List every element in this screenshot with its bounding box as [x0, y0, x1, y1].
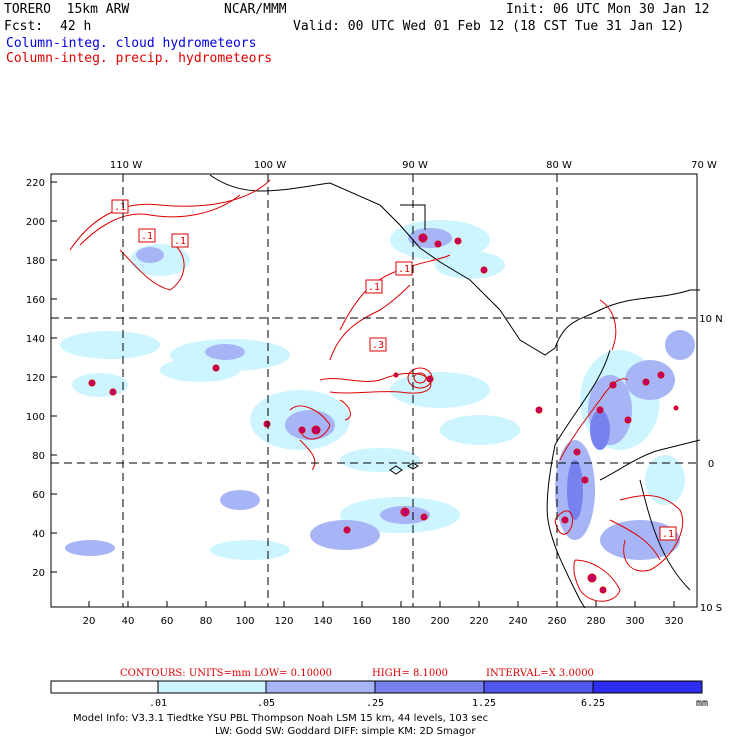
x-tick-label: 120 — [274, 616, 293, 627]
init-time: Init: 06 UTC Mon 30 Jan 12 — [506, 2, 710, 17]
y-tick-label: 200 — [26, 217, 45, 228]
lat-lon-grid — [51, 174, 697, 607]
x-tick-label: 200 — [430, 616, 449, 627]
x-tick-label: 260 — [547, 616, 566, 627]
contour-label: .1 — [114, 202, 126, 213]
valid-time: Valid: 00 UTC Wed 01 Feb 12 (18 CST Tue … — [293, 19, 685, 34]
model-physics: LW: Godd SW: Goddard DIFF: simple KM: 2D… — [215, 726, 476, 737]
colorbar-label: .05 — [257, 698, 275, 709]
x-tick-label: 300 — [625, 616, 644, 627]
lon-label: 110 W — [110, 160, 142, 171]
contours-high: HIGH= 8.1000 — [372, 668, 448, 679]
lon-label: 100 W — [254, 160, 286, 171]
contour-label-boxes — [111, 199, 677, 541]
x-tick-label: 20 — [83, 616, 96, 627]
x-tick-label: 320 — [664, 616, 683, 627]
contours-info: CONTOURS: UNITS=mm LOW= 0.10000 — [120, 668, 332, 679]
x-tick-label: 140 — [313, 616, 332, 627]
contour-label: .3 — [372, 340, 384, 351]
y-tick-label: 100 — [26, 412, 45, 423]
contours-interval: INTERVAL=X 3.0000 — [486, 668, 594, 679]
map-frame — [50, 173, 698, 608]
model-name: TORERO 15km ARW — [4, 2, 130, 17]
y-tick-label: 220 — [26, 178, 45, 189]
y-tick-label: 140 — [26, 334, 45, 345]
y-tick-label: 180 — [26, 256, 45, 267]
contour-label: .1 — [368, 282, 380, 293]
colorbar-label: .25 — [366, 698, 384, 709]
x-tick-label: 220 — [469, 616, 488, 627]
coastlines — [209, 174, 701, 609]
precip-cores — [88, 233, 679, 594]
x-tick-label: 80 — [200, 616, 213, 627]
colorbar-label: 1.25 — [472, 698, 496, 709]
cloud-hydrometeor-field — [60, 220, 695, 560]
y-tick-label: 120 — [26, 373, 45, 384]
contour-label: .1 — [662, 529, 674, 540]
colorbar-label: .01 — [149, 698, 167, 709]
contour-labels: .1 .1 .1 .1 .1 .3 .1 — [114, 202, 674, 540]
x-tick-label: 160 — [352, 616, 371, 627]
y-tick-label: 80 — [32, 451, 45, 462]
colorbar-unit: mm — [696, 698, 708, 709]
x-tick-label: 280 — [586, 616, 605, 627]
forecast-label: Fcst: — [4, 19, 44, 34]
contour-label: .1 — [141, 231, 153, 242]
lat-label: 0 — [708, 459, 714, 470]
contour-label: .1 — [398, 264, 410, 275]
y-tick-label: 20 — [32, 568, 45, 579]
y-tick-label: 160 — [26, 295, 45, 306]
contour-label: .1 — [174, 236, 186, 247]
colorbar-label: 6.25 — [581, 698, 605, 709]
x-tick-label: 180 — [391, 616, 410, 627]
organization: NCAR/MMM — [224, 2, 287, 17]
x-tick-label: 60 — [161, 616, 174, 627]
x-tick-label: 40 — [122, 616, 135, 627]
lat-label: 10 S — [700, 603, 722, 614]
x-tick-label: 100 — [235, 616, 254, 627]
forecast-hour: 42 h — [60, 19, 92, 34]
lon-label: 90 W — [402, 160, 428, 171]
cloud-field-title: Column-integ. cloud hydrometeors — [6, 36, 257, 51]
precip-field-title: Column-integ. precip. hydrometeors — [6, 51, 273, 66]
x-tick-label: 240 — [508, 616, 527, 627]
lat-label: 10 N — [699, 314, 722, 325]
precip-contours — [69, 179, 684, 602]
y-tick-label: 60 — [32, 490, 45, 501]
y-tick-label: 40 — [32, 529, 45, 540]
model-info: Model Info: V3.3.1 Tiedtke YSU PBL Thomp… — [73, 713, 488, 724]
lon-label: 70 W — [691, 160, 717, 171]
axis-ticks — [51, 181, 675, 607]
lon-label: 80 W — [546, 160, 572, 171]
colorbar — [50, 680, 703, 694]
